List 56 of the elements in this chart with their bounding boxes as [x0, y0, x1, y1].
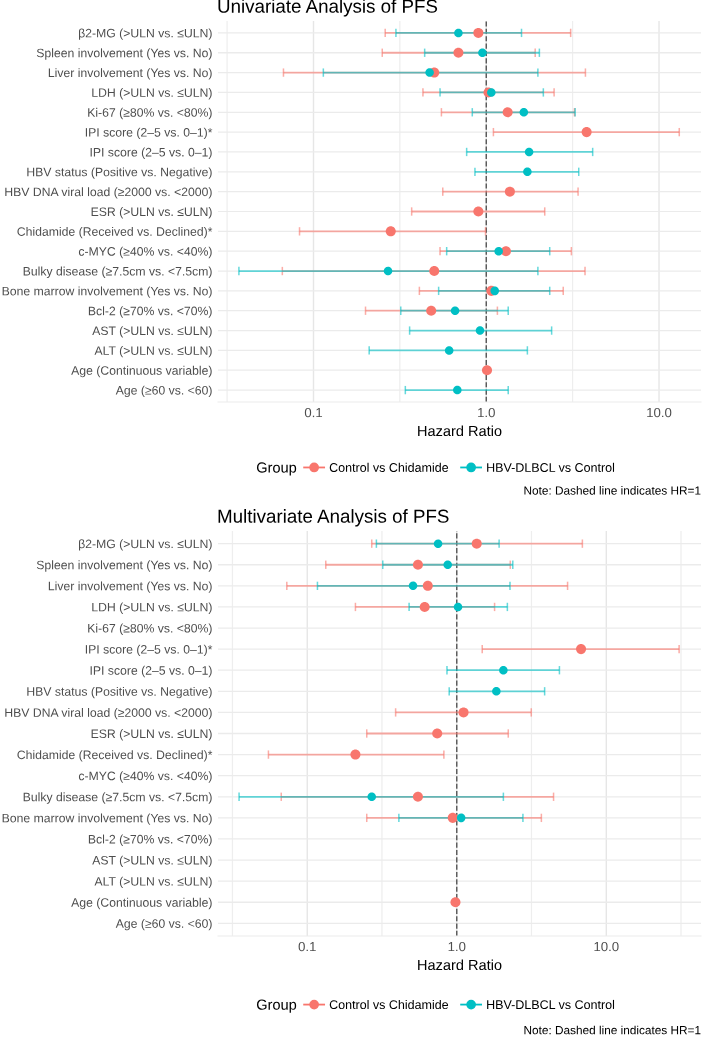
y-tick-label: Chidamide (Received vs. Declined)*	[17, 226, 213, 239]
y-tick-label: Age (≥60 vs. <60)	[115, 385, 212, 398]
x-tick-label: 10.0	[594, 941, 619, 952]
y-tick-label: AST (>ULN vs. ≤ULN)	[92, 326, 212, 338]
y-tick-label: Liver involvement (Yes vs. No)	[48, 581, 212, 593]
y-tick-label: IPI score (2–5 vs. 0–1)	[90, 665, 212, 678]
y-tick-label: Spleen involvement (Yes vs. No)	[36, 560, 212, 572]
legend-label: Control vs Chidamide	[329, 999, 449, 1010]
y-tick-label: LDH (>ULN vs. ≤ULN)	[92, 602, 212, 614]
y-tick-label: β2-MG (>ULN vs. ≤ULN)	[79, 28, 212, 40]
y-tick-label: Bone marrow involvement (Yes vs. No)	[2, 286, 212, 298]
y-tick-label: ALT (>ULN vs. ≤ULN)	[94, 876, 212, 889]
y-tick-label: HBV DNA viral load (≥2000 vs. <2000)	[5, 187, 212, 199]
y-tick-label: c-MYC (≥40% vs. <40%)	[78, 771, 212, 783]
y-tick-label: IPI score (2–5 vs. 0–1)	[90, 147, 212, 159]
y-tick-label: Age (≥60 vs. <60)	[115, 918, 212, 931]
y-tick-label: HBV status (Positive vs. Negative)	[27, 686, 212, 699]
x-axis-title: Hazard Ratio	[418, 959, 502, 971]
y-tick-label: Chidamide (Received vs. Declined)*	[17, 750, 213, 762]
x-tick-label: 10.0	[647, 407, 672, 418]
y-tick-label: ESR (>ULN vs. ≤ULN)	[91, 207, 212, 219]
y-tick-label: c-MYC (≥40% vs. <40%)	[78, 246, 212, 259]
text: Note: Dashed line indicates HR=1	[524, 1025, 701, 1035]
y-tick-label: LDH (>ULN vs. ≤ULN)	[92, 88, 212, 100]
y-tick-label: Ki-67 (≥80% vs. <80%)	[88, 623, 212, 635]
y-tick-label: Bulky disease (≥7.5cm vs. <7.5cm)	[23, 792, 212, 804]
text: Note: Dashed line indicates HR=1	[524, 486, 701, 495]
legend-title: Group	[256, 999, 297, 1013]
y-tick-label: AST (>ULN vs. ≤ULN)	[92, 855, 212, 868]
legend-label: HBV-DLBCL vs Control	[487, 462, 615, 472]
y-tick-label: IPI score (2–5 vs. 0–1)*	[85, 127, 213, 140]
x-axis-title: Hazard Ratio	[418, 425, 502, 437]
legend-label: HBV-DLBCL vs Control	[487, 999, 615, 1010]
y-tick-label: HBV DNA viral load (≥2000 vs. <2000)	[5, 707, 212, 720]
y-tick-label: Age (Continuous variable)	[71, 365, 212, 378]
y-tick-label: Bcl-2 (≥70% vs. <70%)	[88, 834, 212, 846]
chart-title: Univariate Analysis of PFS	[218, 0, 438, 17]
y-tick-label: ALT (>ULN vs. ≤ULN)	[94, 345, 212, 358]
y-tick-label: Age (Continuous variable)	[71, 897, 212, 910]
y-tick-label: Spleen involvement (Yes vs. No)	[36, 48, 212, 60]
x-tick-label: 1.0	[478, 407, 495, 418]
y-tick-label: Ki-67 (≥80% vs. <80%)	[88, 107, 212, 120]
x-tick-label: 0.1	[298, 941, 316, 952]
y-tick-label: Bone marrow involvement (Yes vs. No)	[2, 813, 212, 825]
y-tick-label: Bulky disease (≥7.5cm vs. <7.5cm)	[23, 266, 212, 278]
x-tick-label: 0.1	[304, 407, 323, 418]
legend-title: Group	[256, 462, 297, 476]
chart-title: Multivariate Analysis of PFS	[218, 509, 449, 527]
y-tick-label: Liver involvement (Yes vs. No)	[48, 68, 212, 80]
y-tick-label: ESR (>ULN vs. ≤ULN)	[91, 729, 212, 741]
y-tick-label: β2-MG (>ULN vs. ≤ULN)	[79, 539, 212, 551]
legend-label: Control vs Chidamide	[329, 462, 449, 472]
y-tick-label: HBV status (Positive vs. Negative)	[27, 167, 212, 179]
y-tick-label: IPI score (2–5 vs. 0–1)*	[85, 644, 213, 657]
y-tick-label: Bcl-2 (≥70% vs. <70%)	[88, 306, 212, 318]
x-tick-label: 1.0	[448, 941, 466, 952]
